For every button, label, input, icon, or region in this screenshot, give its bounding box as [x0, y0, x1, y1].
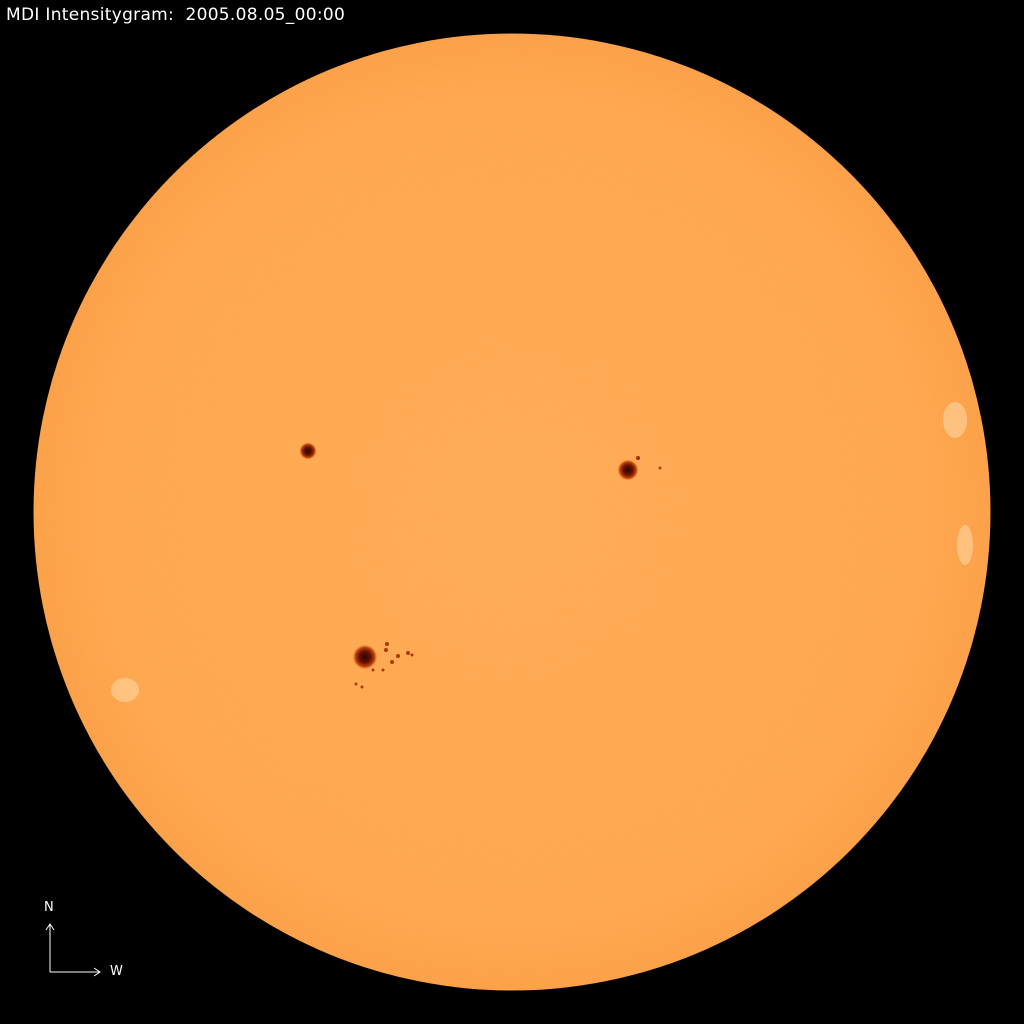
- faculae: [111, 402, 973, 702]
- sunspot-group-west: [617, 456, 662, 481]
- compass-arrows: [45, 923, 101, 977]
- granulation-texture: [34, 34, 990, 990]
- sunspot-group-south: [352, 642, 414, 689]
- west-label: W: [110, 964, 123, 979]
- image-title: MDI Intensitygram: 2005.08.05_00:00: [6, 5, 346, 25]
- sunspot-group-east: [299, 442, 317, 460]
- north-label: N: [44, 900, 54, 915]
